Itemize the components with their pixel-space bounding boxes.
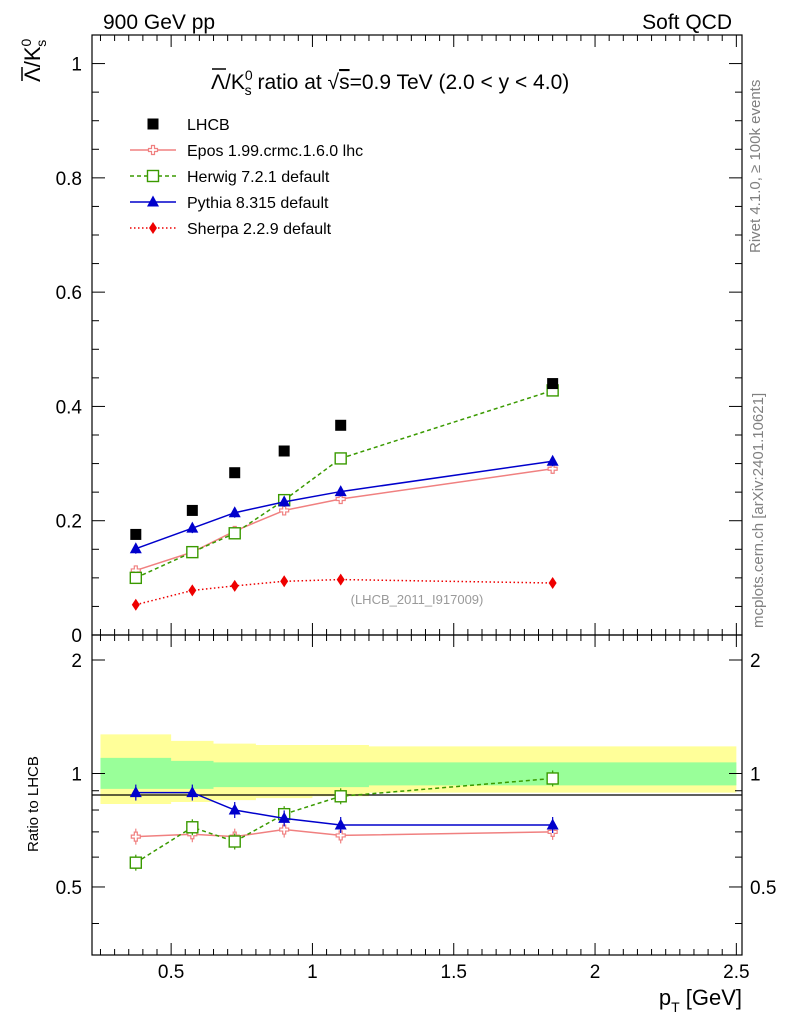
y-tick-label: 0 <box>71 626 82 647</box>
lhcb-data-point <box>335 419 347 431</box>
ratio-2-point <box>129 786 142 798</box>
y-tick-label: 0.8 <box>56 169 82 190</box>
chart-title: Λ/K0 s ratio at √s=0.9 TeV (2.0 < y < 4.0… <box>211 67 569 98</box>
ratio-y-tick-label-left: 0.5 <box>56 878 82 899</box>
series-0-point <box>279 505 290 516</box>
series-line-2 <box>135 460 553 550</box>
series-3-point <box>131 598 140 611</box>
legend-label: Sherpa 2.2.9 default <box>187 221 332 238</box>
series-3-point <box>230 579 239 592</box>
x-tick-label: 2.5 <box>723 962 749 983</box>
series-0-point <box>335 493 346 505</box>
series-3-point <box>336 573 345 586</box>
lhcb-data-point <box>229 467 241 479</box>
series-1-point <box>228 527 241 540</box>
ratio-y-tick-label-right: 2 <box>750 651 761 672</box>
lhcb-data-point <box>278 445 290 457</box>
legend: LHCB Epos 1.99.crmc.1.6.0 lhc Herwig 7.2.1… <box>130 117 363 238</box>
ratio-1-point <box>334 790 347 803</box>
legend-label: Herwig 7.2.1 default <box>187 169 330 186</box>
x-tick-label: 1 <box>307 962 318 983</box>
rivet-label: Rivet 4.1.0, ≥ 100k events <box>747 80 764 253</box>
lhcb-data-point <box>547 378 559 390</box>
ratio-1-point <box>546 772 559 785</box>
series-1-point <box>186 545 199 559</box>
series-line-3 <box>135 578 553 606</box>
x-axis-label: pT [GeV] <box>659 985 742 1015</box>
x-tick-label: 1.5 <box>441 962 467 983</box>
y-tick-label: 0.2 <box>56 512 82 533</box>
analysis-watermark: (LHCB_2011_I917009) <box>351 592 484 607</box>
ratio-band-inner <box>100 757 737 789</box>
legend-marker <box>147 118 159 130</box>
lhcb-data-point <box>186 504 198 516</box>
ratio-2-point <box>186 786 199 798</box>
legend-label: Pythia 8.315 default <box>187 195 329 212</box>
ratio-line-1 <box>135 777 553 864</box>
legend-label: LHCB <box>187 117 230 134</box>
header-left-label: 900 GeV pp <box>103 11 215 34</box>
y-tick-label: 0.6 <box>56 283 82 304</box>
y-tick-label: 0.4 <box>56 397 83 418</box>
ratio-ylabel: Ratio to LHCB <box>25 756 42 852</box>
series-1-point <box>334 452 347 465</box>
ratio-1-point <box>129 856 143 869</box>
series-2-point <box>334 485 347 497</box>
legend-label: Epos 1.99.crmc.1.6.0 lhc <box>187 143 363 160</box>
lhcb-data-point <box>130 528 142 540</box>
series-3-point <box>188 584 197 597</box>
series-2-point <box>546 454 559 466</box>
legend-marker <box>146 169 160 183</box>
ratio-2-point <box>228 803 241 815</box>
ratio-0-point <box>335 830 346 841</box>
series-2-point <box>228 506 241 518</box>
ratio-y-tick-label-right: 1 <box>750 764 761 785</box>
series-3-point <box>548 577 557 589</box>
main-ylabel: Λ/K0s <box>18 39 49 83</box>
ratio-series <box>129 770 559 871</box>
ratio-bands <box>100 734 737 804</box>
legend-marker <box>147 144 159 156</box>
ratio-2-point <box>278 811 291 823</box>
main-series <box>129 378 559 611</box>
series-2-point <box>278 495 291 507</box>
ratio-0-point <box>130 831 141 842</box>
series-line-1 <box>135 389 553 579</box>
svg-text:Λ/K0s: Λ/K0s <box>18 39 49 83</box>
ratio-1-point <box>228 835 241 848</box>
ratio-2-point <box>334 818 347 830</box>
axis-ticks: 0.5 1 1.5 2 2.5 0 0.2 0.4 0.6 0.8 1 0.5 0.5 1 1 2 2 <box>56 34 776 983</box>
ratio-0-point <box>279 824 290 835</box>
ratio-line-2 <box>135 791 553 826</box>
series-2-point <box>129 542 142 554</box>
y-tick-label: 1 <box>71 55 82 76</box>
x-tick-label: 0.5 <box>158 962 184 983</box>
legend-marker <box>149 222 157 234</box>
mcplots-label: mcplots.cern.ch [arXiv:2401.10621] <box>750 393 767 628</box>
ratio-y-tick-label-left: 1 <box>71 764 82 785</box>
ratio-y-tick-label-right: 0.5 <box>750 878 776 899</box>
series-2-point <box>186 521 199 533</box>
series-1-point <box>129 571 143 585</box>
ratio-1-point <box>186 821 199 834</box>
header-right-label: Soft QCD <box>642 11 732 34</box>
series-line-0 <box>135 467 553 572</box>
series-3-point <box>280 575 289 588</box>
ratio-y-tick-label-left: 2 <box>71 651 82 672</box>
legend-marker <box>147 195 159 207</box>
ratio-line-0 <box>135 828 553 838</box>
ratio-2-point <box>546 818 559 830</box>
series-0-point <box>547 463 558 474</box>
svg-text:Λ/K0s ratio at √s=0.9 TeV (2.0: Λ/K0 s ratio at √s=0.9 TeV (2.0 < y < 4.0… <box>211 67 569 98</box>
x-tick-label: 2 <box>590 962 601 983</box>
